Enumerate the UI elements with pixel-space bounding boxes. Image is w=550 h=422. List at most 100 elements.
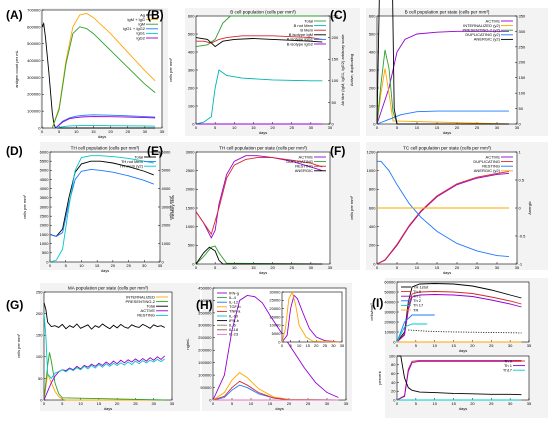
y-tick-label: 1500 (186, 205, 196, 210)
x-tick-label: 10 (232, 265, 237, 270)
y2-tick-label: 200 (519, 60, 526, 65)
plot-area (49, 151, 161, 263)
series-line (195, 37, 323, 48)
panel-g: (G) MA population per state (cells per mm… (6, 283, 200, 411)
x-axis-label: days (98, 134, 106, 139)
y2-tick-label: 1000 (162, 241, 172, 246)
y-tick-label: 50 (38, 376, 43, 381)
y-axis-label: antigen count per mL (14, 49, 19, 87)
y-tick-label: 2500 (186, 168, 196, 173)
legend-label: TNF-a (229, 309, 241, 314)
panel-letter: (A) (6, 8, 23, 22)
y-tick-label: 200000 (27, 92, 41, 97)
panel-letter: (F) (330, 144, 345, 158)
series-line (212, 372, 339, 401)
y-tick-label: 0 (46, 259, 49, 264)
panel-a: (A) 0 5 10 15 20 25 30 35 0 100000 200000 300000 4000… (6, 7, 168, 139)
y2-tick-label: 0 (519, 205, 522, 210)
y2-tick-label: 100 (519, 91, 526, 96)
legend-label: IL-6 (229, 323, 237, 328)
series-line (195, 246, 323, 265)
y-tick-label: 600 (369, 205, 376, 210)
legend-label: IgG2 (136, 35, 145, 40)
y-tick-label: 60000 (384, 279, 396, 284)
y2-tick-label: 200 (332, 35, 339, 40)
y2-tick-label: 5000 (162, 168, 172, 173)
y-axis-label: cells per mm³ (22, 194, 27, 219)
y-tick-label: 5500 (40, 159, 50, 164)
x-tick-label: 35 (340, 343, 345, 348)
series-line (195, 155, 323, 239)
y-tick-label: 500 (188, 243, 195, 248)
y-axis-label: ng/mL (185, 338, 190, 350)
y-tick-label: 600000 (27, 24, 41, 29)
y-tick-label: 100 (369, 103, 376, 108)
y-tick-label: 30000 (269, 289, 281, 294)
legend-label: ACTIVE (141, 308, 156, 313)
x-tick-label: 15 (268, 401, 273, 406)
x-tick-label: 25 (489, 401, 494, 406)
legend-label: DUPLICATING (y2) (465, 32, 500, 37)
y-tick-label: 0 (373, 121, 376, 126)
legend-label: TH 1stot (413, 284, 429, 289)
series-line (55, 116, 156, 129)
y-tick-label: 5000 (272, 331, 282, 336)
y-tick-label: 300000 (198, 323, 212, 328)
y-tick-label: 500000 (27, 41, 41, 46)
y2-tick-label: -1 (519, 261, 523, 266)
series-line (376, 68, 510, 125)
legend-label: IFN-b (229, 318, 240, 323)
panel-h: (H)0 5 10 15 20 25 30 3505000010000015000020000… (185, 283, 352, 411)
series-line (396, 323, 428, 343)
x-tick-label: 35 (170, 401, 175, 406)
legend-label: ANERGIC (y2) (474, 37, 501, 42)
y-tick-label: 500 (369, 31, 376, 36)
legend-label: Th 2 (413, 298, 422, 303)
x-tick-label: 15 (305, 343, 310, 348)
series-line (51, 26, 156, 129)
x-tick-label: 10 (415, 125, 420, 130)
x-tick-label: 0 (49, 263, 52, 268)
y-tick-label: 40000 (384, 299, 396, 304)
x-axis-label: days (443, 270, 451, 275)
panel-i-bottom: 0 5 10 15 20 25 30 35 0 20 40 60 80 100 days percent Th … (377, 353, 532, 411)
series-line (281, 294, 339, 343)
y2-tick-label: 150 (332, 57, 339, 62)
y-axis-label: Active, duplicating (349, 54, 354, 86)
y-axis-label: cells per mm³ (349, 195, 354, 220)
y-tick-label: 10000 (384, 329, 396, 334)
legend-label: INTERNALIZED (126, 294, 155, 299)
y2-tick-label: 2000 (162, 223, 172, 228)
series-line (396, 294, 522, 343)
y-tick-label: 0 (373, 261, 376, 266)
y-tick-label: 1000 (367, 168, 377, 173)
series-line (43, 313, 165, 380)
x-tick-label: 30 (331, 343, 336, 348)
plot-area (41, 9, 163, 129)
series-line (396, 360, 522, 401)
y-tick-label: 2500 (40, 214, 50, 219)
legend-label: DUPLICATING (286, 159, 313, 164)
y-tick-label: 500 (42, 250, 49, 255)
y-tick-label: 100 (36, 354, 43, 359)
series-line (376, 110, 509, 125)
y2-axis-label: memory cells (170, 195, 175, 219)
panel-letter: (H) (196, 298, 213, 312)
y2-tick-label: 0.5 (519, 177, 525, 182)
series-line (377, 160, 510, 257)
y-tick-label: 300 (188, 67, 195, 72)
x-tick-label: 10 (297, 343, 302, 348)
series-line (195, 15, 323, 48)
series-line (43, 355, 165, 401)
y-tick-label: 250000 (198, 335, 212, 340)
x-tick-label: 25 (289, 125, 294, 130)
x-tick-label: 10 (432, 343, 437, 348)
y-axis-label: cells/mm³ (369, 303, 374, 321)
legend-label: IL-18 (229, 327, 239, 332)
x-tick-label: 5 (289, 343, 292, 348)
x-tick-label: 30 (495, 125, 500, 130)
legend-label: ACTIVE (299, 154, 314, 159)
y-axis-label: cells per mm³ (168, 57, 173, 82)
x-tick-label: 10 (415, 265, 420, 270)
x-tick-label: 25 (289, 265, 294, 270)
